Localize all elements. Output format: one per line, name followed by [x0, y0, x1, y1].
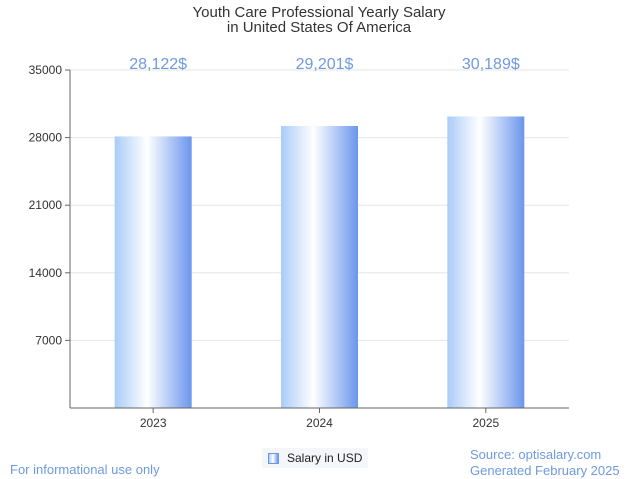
y-tick-label-7000: 7000 [35, 333, 62, 347]
generated-date: Generated February 2025 [470, 463, 620, 478]
bar-2023 [114, 136, 192, 409]
chart-title-line-2: in United States Of America [226, 19, 412, 36]
chart-title-line-1: Youth Care Professional Yearly Salary [192, 4, 446, 21]
legend[interactable]: Salary in USD [262, 448, 369, 468]
y-tick-label-14000: 14000 [29, 266, 63, 280]
source-block: Source: optisalary.com Generated Februar… [470, 447, 620, 479]
x-tick-label-2024: 2024 [306, 416, 333, 430]
y-tick-label-28000: 28000 [29, 131, 63, 145]
source-text: Source: optisalary.com [470, 447, 602, 462]
bar-2024 [281, 126, 358, 408]
data-label-2023: 28,122$ [129, 56, 187, 73]
legend-swatch-icon [268, 452, 279, 464]
x-tick-label-2023: 2023 [140, 416, 167, 430]
data-label-2024: 29,201$ [296, 56, 354, 73]
x-tick-label-2025: 2025 [472, 416, 499, 430]
bar-2025 [447, 116, 525, 409]
legend-label: Salary in USD [287, 451, 363, 465]
y-tick-label-35000: 35000 [29, 63, 63, 77]
data-label-2025: 30,189$ [462, 56, 520, 73]
y-tick-label-21000: 21000 [29, 198, 63, 212]
informational-note: For informational use only [10, 462, 160, 477]
